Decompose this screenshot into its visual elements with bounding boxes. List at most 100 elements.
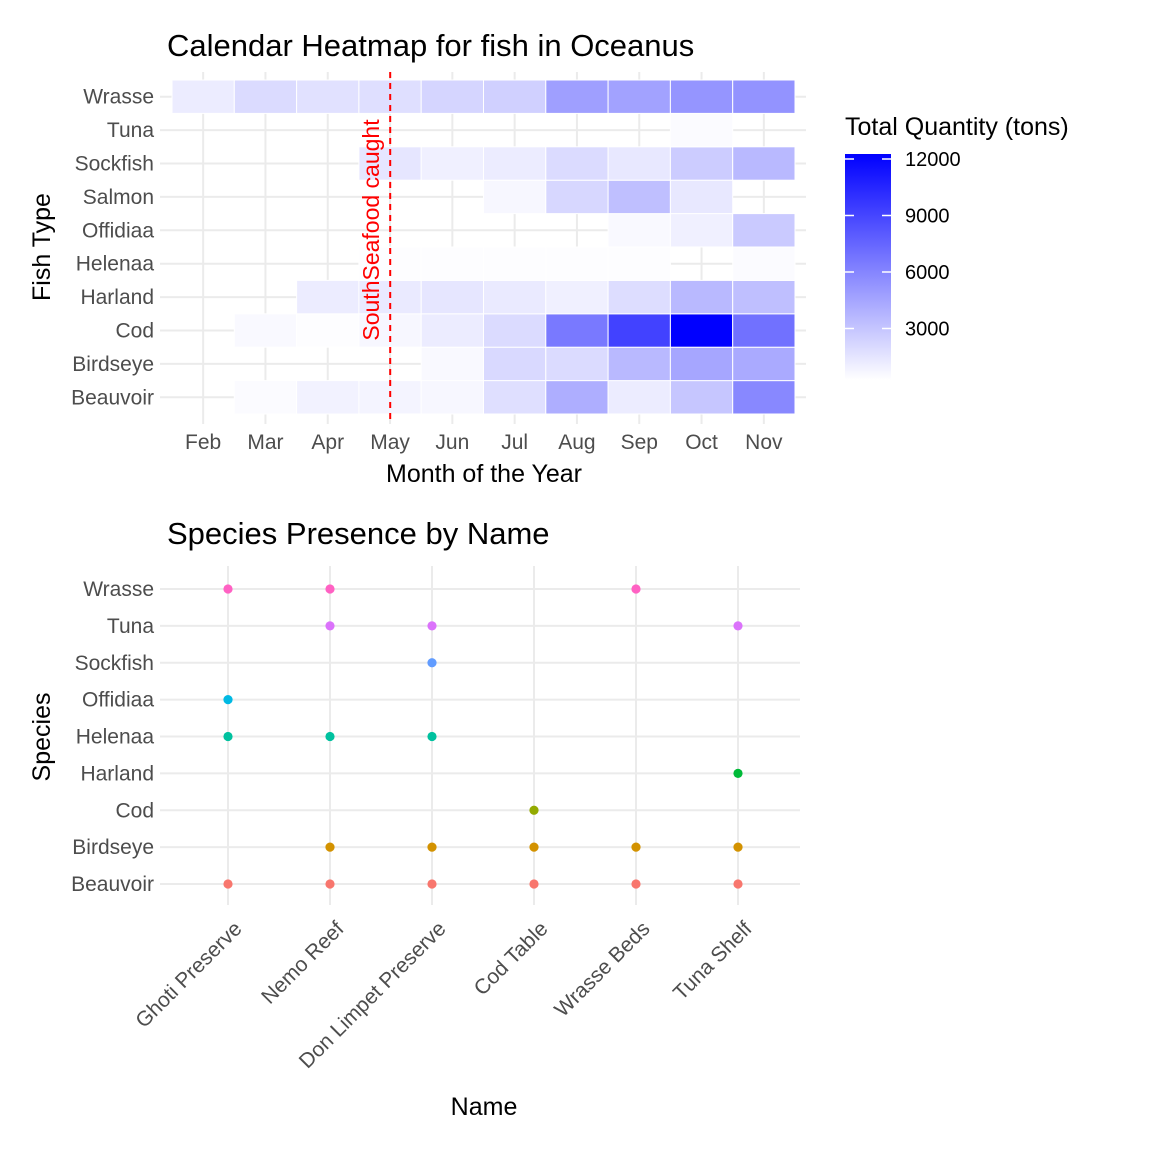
- heatmap-cell-beauvoir-mar: [233, 380, 298, 415]
- heatmap-cell-cod-apr: [296, 313, 360, 348]
- scatter-point-helenaa-nemo-reef: [325, 731, 335, 742]
- heatmap-cell-sockfish-oct: [669, 146, 734, 181]
- heatmap-cell-wrasse-apr: [296, 79, 360, 114]
- scatter-point-beauvoir-ghoti-preserve: [223, 879, 233, 889]
- heatmap-x-tick-labels: Feb Mar Apr May Jun Jul Aug Sep Oct Nov: [185, 431, 783, 454]
- heatmap-cell-helenaa-jun: [420, 246, 485, 281]
- scatter-point-helenaa-ghoti-preserve: [223, 731, 233, 742]
- legend-colorbar: [845, 154, 891, 380]
- scatter-point-birdseye-don-limpet-preserve: [427, 842, 437, 852]
- heatmap-cells: [171, 79, 796, 415]
- scatter-point-beauvoir-don-limpet-preserve: [427, 879, 437, 889]
- scatter-y-tick-sockfish: Sockfish: [75, 652, 154, 675]
- heatmap-cell-helenaa-jul: [483, 246, 547, 281]
- heatmap-cell-wrasse-sep: [607, 79, 671, 114]
- scatter-point-cod-cod-table: [529, 805, 539, 815]
- scatter-point-tuna-tuna-shelf: [733, 621, 743, 631]
- scatter-y-tick-birdseye: Birdseye: [72, 836, 154, 859]
- scatter-point-beauvoir-nemo-reef: [325, 879, 335, 889]
- scatter-y-tick-helenaa: Helenaa: [76, 726, 155, 749]
- heatmap-cell-cod-jul: [483, 313, 547, 348]
- heatmap-cell-harland-jul: [483, 279, 547, 315]
- heatmap-cell-wrasse-feb: [171, 79, 235, 114]
- heatmap-cell-sockfish-sep: [607, 146, 671, 181]
- heatmap-cell-harland-aug: [545, 279, 609, 315]
- scatter-points: [223, 584, 743, 889]
- heatmap-y-tick-sockfish: Sockfish: [75, 153, 154, 176]
- heatmap-cell-helenaa-nov: [732, 246, 796, 281]
- heatmap-cell-beauvoir-aug: [545, 380, 609, 415]
- legend-tick-label-12000: 12000: [905, 149, 961, 171]
- heatmap-cell-wrasse-jun: [420, 79, 485, 114]
- scatter-y-tick-cod: Cod: [115, 799, 154, 822]
- heatmap-cell-cod-oct: [669, 313, 734, 348]
- heatmap-cell-cod-sep: [607, 313, 671, 348]
- heatmap-x-tick-jun: Jun: [435, 431, 469, 454]
- scatter-point-wrasse-wrasse-beds: [631, 584, 641, 594]
- heatmap-annotation: SouthSeafood caught: [358, 72, 392, 424]
- scatter-point-birdseye-nemo-reef: [325, 842, 335, 852]
- heatmap-y-tick-tuna: Tuna: [107, 119, 154, 142]
- heatmap-cell-tuna-oct: [669, 112, 734, 148]
- scatter-point-tuna-don-limpet-preserve: [427, 621, 437, 631]
- heatmap-x-tick-oct: Oct: [685, 431, 718, 454]
- heatmap-cell-harland-oct: [669, 279, 734, 315]
- heatmap-cell-harland-apr: [296, 279, 360, 315]
- legend-tick-label-9000: 9000: [905, 206, 950, 228]
- heatmap-cell-salmon-aug: [545, 179, 609, 215]
- heatmap-cell-sockfish-jun: [420, 146, 485, 181]
- heatmap-cell-beauvoir-may: [358, 380, 422, 415]
- scatter-point-birdseye-cod-table: [529, 842, 539, 852]
- heatmap-cell-offidiaa-oct: [669, 213, 734, 248]
- heatmap-y-axis-title: Fish Type: [28, 193, 56, 301]
- heatmap-y-tick-cod: Cod: [115, 320, 154, 343]
- scatter-title: Species Presence by Name: [167, 516, 550, 551]
- heatmap-y-tick-salmon: Salmon: [83, 186, 154, 209]
- scatter-y-tick-beauvoir: Beauvoir: [71, 873, 154, 896]
- scatter-y-axis-title: Species: [28, 693, 56, 782]
- heatmap-x-tick-jul: Jul: [501, 431, 528, 454]
- southseafood-marker-label: SouthSeafood caught: [358, 119, 384, 341]
- heatmap-cell-beauvoir-jul: [483, 380, 547, 415]
- scatter-point-beauvoir-tuna-shelf: [733, 879, 743, 889]
- scatter-point-beauvoir-cod-table: [529, 879, 539, 889]
- heatmap-cell-birdseye-oct: [669, 346, 734, 382]
- heatmap-x-tick-apr: Apr: [311, 431, 344, 454]
- heatmap-cell-offidiaa-sep: [607, 213, 671, 248]
- heatmap-title: Calendar Heatmap for fish in Oceanus: [167, 28, 694, 63]
- scatter-point-harland-tuna-shelf: [733, 768, 743, 778]
- heatmap-y-tick-birdseye: Birdseye: [72, 353, 154, 376]
- heatmap-x-tick-feb: Feb: [185, 431, 221, 454]
- heatmap-cell-helenaa-sep: [607, 246, 671, 281]
- legend-title: Total Quantity (tons): [845, 113, 1069, 141]
- heatmap-cell-salmon-sep: [607, 179, 671, 215]
- heatmap-cell-beauvoir-nov: [732, 380, 796, 415]
- heatmap-cell-beauvoir-jun: [420, 380, 485, 415]
- scatter-x-axis-title: Name: [451, 1093, 518, 1121]
- heatmap-cell-wrasse-mar: [233, 79, 298, 114]
- heatmap-cell-salmon-oct: [669, 179, 734, 215]
- heatmap-x-tick-sep: Sep: [621, 431, 658, 454]
- heatmap-cell-offidiaa-nov: [732, 213, 796, 248]
- scatter-y-tick-tuna: Tuna: [107, 615, 154, 638]
- heatmap-cell-birdseye-sep: [607, 346, 671, 382]
- heatmap-cell-sockfish-nov: [732, 146, 796, 181]
- heatmap-cell-harland-jun: [420, 279, 485, 315]
- heatmap-y-tick-helenaa: Helenaa: [76, 253, 155, 276]
- scatter-y-tick-wrasse: Wrasse: [83, 578, 154, 601]
- heatmap-cell-sockfish-aug: [545, 146, 609, 181]
- heatmap-cell-cod-mar: [233, 313, 298, 348]
- heatmap-y-tick-beauvoir: Beauvoir: [71, 386, 154, 409]
- heatmap-cell-wrasse-nov: [732, 79, 796, 114]
- scatter-y-tick-labels: Beauvoir Birdseye Cod Harland Helenaa Offidia…: [71, 578, 154, 896]
- heatmap-cell-birdseye-jun: [420, 346, 485, 382]
- heatmap-x-tick-may: May: [370, 431, 410, 454]
- heatmap-cell-harland-nov: [732, 279, 796, 315]
- scatter-point-helenaa-don-limpet-preserve: [427, 731, 437, 742]
- scatter-point-offidiaa-ghoti-preserve: [223, 695, 233, 705]
- scatter-y-tick-offidiaa: Offidiaa: [82, 689, 154, 712]
- heatmap-x-tick-mar: Mar: [247, 431, 283, 454]
- heatmap-y-tick-offidiaa: Offidiaa: [82, 219, 154, 242]
- heatmap-cell-harland-sep: [607, 279, 671, 315]
